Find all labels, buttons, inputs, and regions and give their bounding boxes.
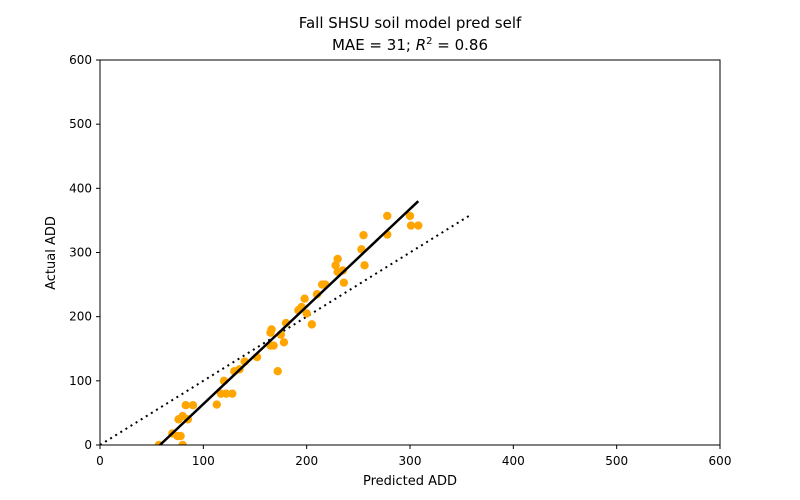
data-point [228, 389, 237, 398]
data-point [181, 401, 190, 410]
identity-line [100, 213, 473, 445]
data-point [302, 309, 311, 318]
data-point [267, 325, 276, 334]
x-axis: 0 100 200 300 400 500 600 [96, 445, 731, 468]
subtitle-exponent: 2 [426, 36, 432, 47]
data-point [405, 211, 415, 221]
data-point [359, 230, 368, 240]
data-point [178, 440, 187, 445]
y-axis: 0 100 200 300 400 500 600 [69, 53, 100, 452]
x-tick-label: 100 [192, 454, 215, 468]
data-point [331, 261, 340, 270]
y-axis-label: Actual ADD [44, 216, 59, 290]
subtitle-r: R [416, 36, 426, 54]
x-tick-label: 200 [295, 454, 318, 468]
data-point [339, 278, 349, 287]
fit-line [159, 200, 420, 445]
data-point [307, 320, 317, 329]
chart-title: Fall SHSU soil model pred self [299, 14, 522, 32]
subtitle-prefix: MAE = 31; [332, 36, 416, 54]
data-point [279, 338, 289, 347]
data-point [269, 341, 278, 350]
data-point [333, 254, 342, 264]
x-tick-label: 600 [709, 454, 732, 468]
data-point [338, 266, 348, 275]
data-point [300, 294, 309, 303]
subtitle-suffix: = 0.86 [433, 36, 489, 54]
x-tick-label: 0 [96, 454, 104, 468]
data-point [212, 400, 221, 409]
data-point [273, 367, 282, 376]
y-tick-label: 200 [69, 310, 92, 324]
y-tick-label: 100 [69, 374, 92, 388]
y-tick-label: 300 [69, 246, 92, 260]
x-tick-label: 300 [399, 454, 422, 468]
x-tick-label: 500 [605, 454, 628, 468]
y-tick-label: 0 [84, 438, 92, 452]
data-point [221, 389, 231, 398]
y-tick-label: 400 [69, 181, 92, 195]
x-axis-label: Predicted ADD [363, 474, 457, 489]
y-tick-label: 600 [69, 53, 92, 67]
data-point [176, 431, 185, 441]
data-point [406, 221, 416, 230]
data-point [414, 221, 423, 230]
chart-subtitle: MAE = 31; R2 = 0.86 [332, 36, 488, 54]
data-point [188, 401, 198, 410]
x-tick-label: 400 [502, 454, 525, 468]
data-point [383, 211, 392, 221]
y-tick-label: 500 [69, 117, 92, 131]
data-point [360, 261, 369, 270]
plot-area [100, 200, 473, 445]
